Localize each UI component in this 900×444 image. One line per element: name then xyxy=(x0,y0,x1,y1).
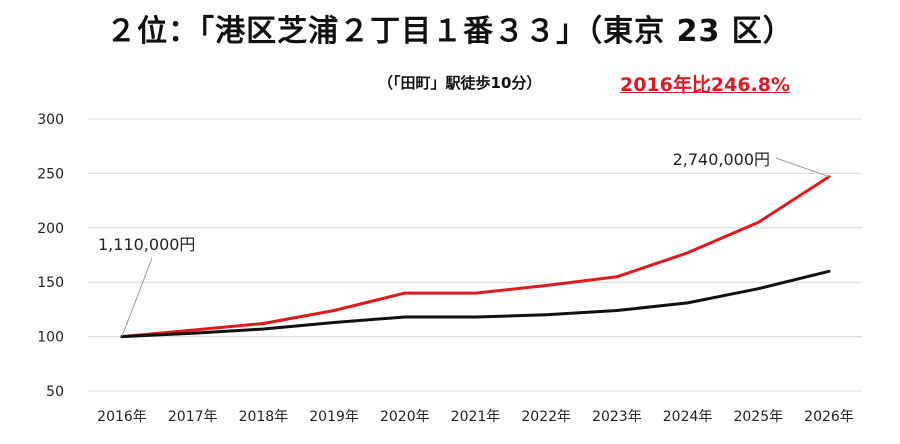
x-tick-label: 2017年 xyxy=(168,409,218,425)
y-tick-label: 150 xyxy=(37,275,64,291)
annotation-label: 1,110,000円 xyxy=(98,235,195,254)
y-axis-ticks: 50 100 150 200 250 300 xyxy=(37,112,64,400)
series-line-1 xyxy=(120,269,831,339)
y-tick-label: 200 xyxy=(37,221,64,237)
y-tick-label: 300 xyxy=(37,112,64,128)
x-tick-label: 2022年 xyxy=(521,409,571,425)
chart-title: ２位：「港区芝浦２丁目１番３３」（東京 23 区） xyxy=(106,14,794,49)
series-lines xyxy=(120,175,831,339)
series-line-0 xyxy=(120,175,831,339)
gridlines xyxy=(88,118,862,392)
y-tick-label: 100 xyxy=(37,330,64,346)
x-tick-label: 2020年 xyxy=(380,409,430,425)
annotation-leader xyxy=(775,157,830,178)
y-tick-label: 250 xyxy=(37,166,64,182)
x-tick-label: 2023年 xyxy=(592,409,642,425)
x-tick-label: 2021年 xyxy=(451,409,501,425)
x-tick-label: 2018年 xyxy=(239,409,289,425)
chart-subtitle: （「田町」駅徒歩10分） xyxy=(378,74,542,92)
x-tick-label: 2019年 xyxy=(309,409,359,425)
x-axis-ticks: 2016年 2017年 2018年 2019年 2020年 2021年 2022年 2023年… xyxy=(97,409,854,425)
y-tick-label: 50 xyxy=(46,384,64,400)
x-tick-label: 2025年 xyxy=(733,409,783,425)
x-tick-label: 2026年 xyxy=(804,409,854,425)
annotation-leader xyxy=(121,257,153,337)
x-tick-label: 2016年 xyxy=(97,409,147,425)
annotations: 1,110,000円 2,740,000円 xyxy=(98,150,830,337)
annotation-label: 2,740,000円 xyxy=(673,150,770,169)
growth-highlight: 2016年比246.8% xyxy=(620,74,791,96)
x-tick-label: 2024年 xyxy=(663,409,713,425)
